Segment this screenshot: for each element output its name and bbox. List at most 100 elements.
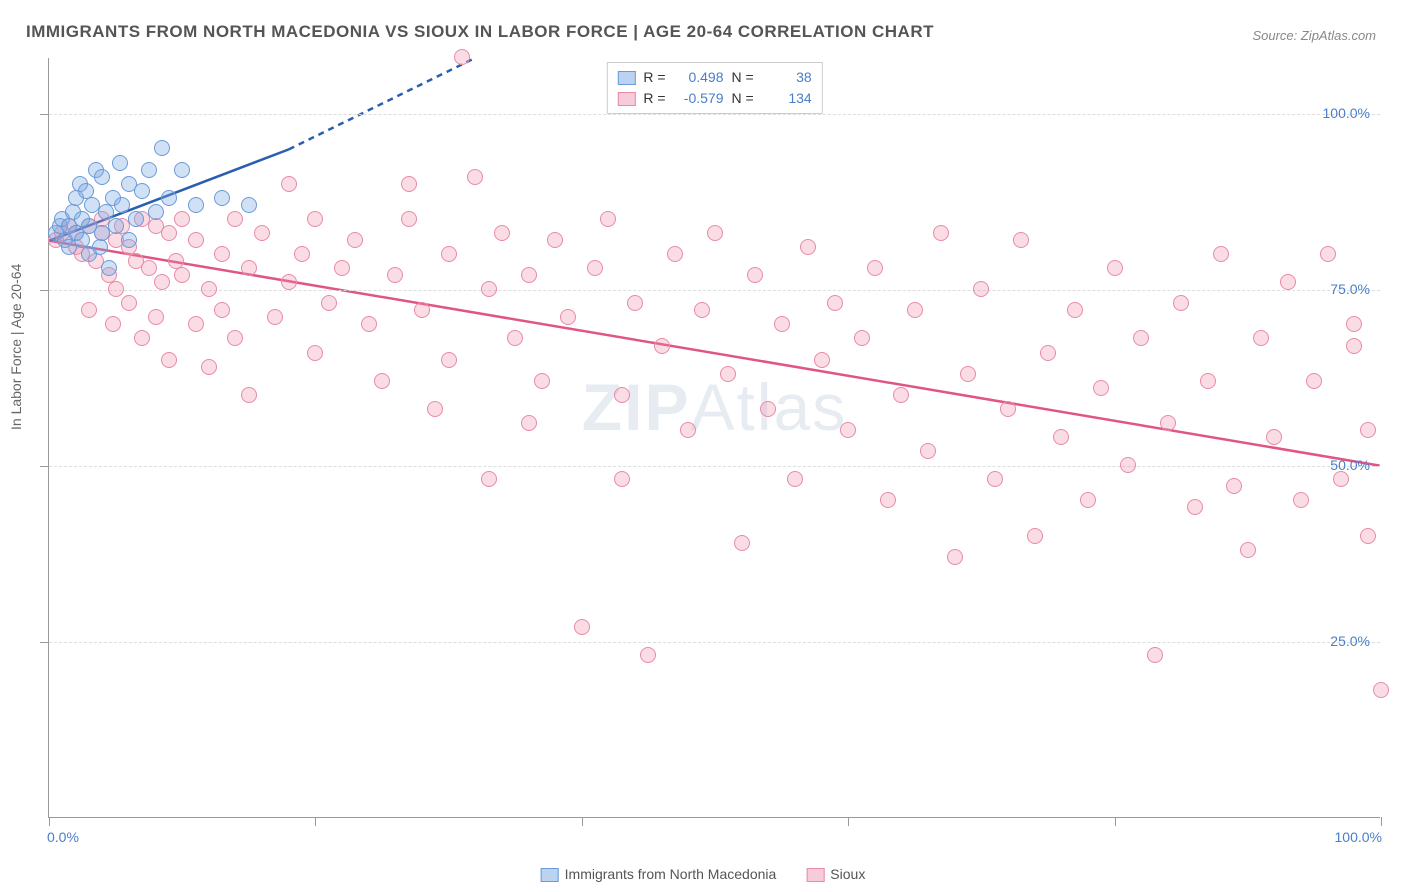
legend-r-label: R = <box>643 88 665 109</box>
data-point <box>680 422 696 438</box>
data-point <box>154 274 170 290</box>
data-point <box>201 359 217 375</box>
data-point <box>1280 274 1296 290</box>
data-point <box>227 330 243 346</box>
data-point <box>1346 316 1362 332</box>
data-point <box>1253 330 1269 346</box>
data-point <box>1320 246 1336 262</box>
data-point <box>148 309 164 325</box>
data-point <box>1333 471 1349 487</box>
data-point <box>254 225 270 241</box>
data-point <box>108 281 124 297</box>
data-point <box>521 267 537 283</box>
legend-item-label: Immigrants from North Macedonia <box>565 866 777 882</box>
legend-n-label: N = <box>732 67 754 88</box>
legend-n-label: N = <box>732 88 754 109</box>
data-point <box>81 302 97 318</box>
data-point <box>827 295 843 311</box>
data-point <box>154 140 170 156</box>
legend-row-series2: R = -0.579 N = 134 <box>617 88 811 109</box>
y-tick <box>40 290 49 291</box>
x-tick <box>848 817 849 826</box>
data-point <box>547 232 563 248</box>
data-point <box>707 225 723 241</box>
data-point <box>1173 295 1189 311</box>
data-point <box>281 176 297 192</box>
data-point <box>1120 457 1136 473</box>
data-point <box>1013 232 1029 248</box>
data-point <box>227 211 243 227</box>
source-label: Source: ZipAtlas.com <box>1252 28 1376 43</box>
legend-swatch-series1 <box>617 71 635 85</box>
y-tick-label: 25.0% <box>1330 633 1370 649</box>
y-tick-label: 75.0% <box>1330 281 1370 297</box>
data-point <box>587 260 603 276</box>
data-point <box>1360 422 1376 438</box>
data-point <box>973 281 989 297</box>
data-point <box>987 471 1003 487</box>
legend-swatch-icon <box>541 868 559 882</box>
legend-r-label: R = <box>643 67 665 88</box>
data-point <box>101 260 117 276</box>
data-point <box>161 225 177 241</box>
data-point <box>880 492 896 508</box>
data-point <box>1266 429 1282 445</box>
data-point <box>1213 246 1229 262</box>
y-tick <box>40 466 49 467</box>
gridline <box>49 114 1380 115</box>
data-point <box>241 260 257 276</box>
data-point <box>214 302 230 318</box>
data-point <box>814 352 830 368</box>
data-point <box>1373 682 1389 698</box>
data-point <box>121 232 137 248</box>
data-point <box>188 197 204 213</box>
y-tick-label: 50.0% <box>1330 457 1370 473</box>
data-point <box>854 330 870 346</box>
data-point <box>947 549 963 565</box>
data-point <box>174 267 190 283</box>
data-point <box>307 211 323 227</box>
data-point <box>161 190 177 206</box>
data-point <box>800 239 816 255</box>
data-point <box>1067 302 1083 318</box>
x-tick <box>582 817 583 826</box>
correlation-legend: R = 0.498 N = 38 R = -0.579 N = 134 <box>606 62 822 114</box>
data-point <box>214 246 230 262</box>
data-point <box>128 211 144 227</box>
x-axis-min-label: 0.0% <box>47 829 79 845</box>
data-point <box>1093 380 1109 396</box>
data-point <box>1187 499 1203 515</box>
gridline <box>49 642 1380 643</box>
data-point <box>734 535 750 551</box>
data-point <box>112 155 128 171</box>
data-point <box>560 309 576 325</box>
data-point <box>307 345 323 361</box>
data-point <box>521 415 537 431</box>
data-point <box>1080 492 1096 508</box>
data-point <box>321 295 337 311</box>
data-point <box>441 246 457 262</box>
watermark: ZIPAtlas <box>582 369 847 445</box>
data-point <box>84 197 100 213</box>
data-point <box>148 204 164 220</box>
data-point <box>241 197 257 213</box>
data-point <box>614 471 630 487</box>
data-point <box>241 387 257 403</box>
data-point <box>481 471 497 487</box>
data-point <box>760 401 776 417</box>
data-point <box>933 225 949 241</box>
data-point <box>454 49 470 65</box>
gridline <box>49 290 1380 291</box>
data-point <box>600 211 616 227</box>
data-point <box>640 647 656 663</box>
data-point <box>294 246 310 262</box>
data-point <box>401 211 417 227</box>
legend-r-value-2: -0.579 <box>674 88 724 109</box>
data-point <box>427 401 443 417</box>
data-point <box>627 295 643 311</box>
legend-r-value-1: 0.498 <box>674 67 724 88</box>
x-tick <box>1115 817 1116 826</box>
data-point <box>1360 528 1376 544</box>
y-tick <box>40 114 49 115</box>
data-point <box>747 267 763 283</box>
